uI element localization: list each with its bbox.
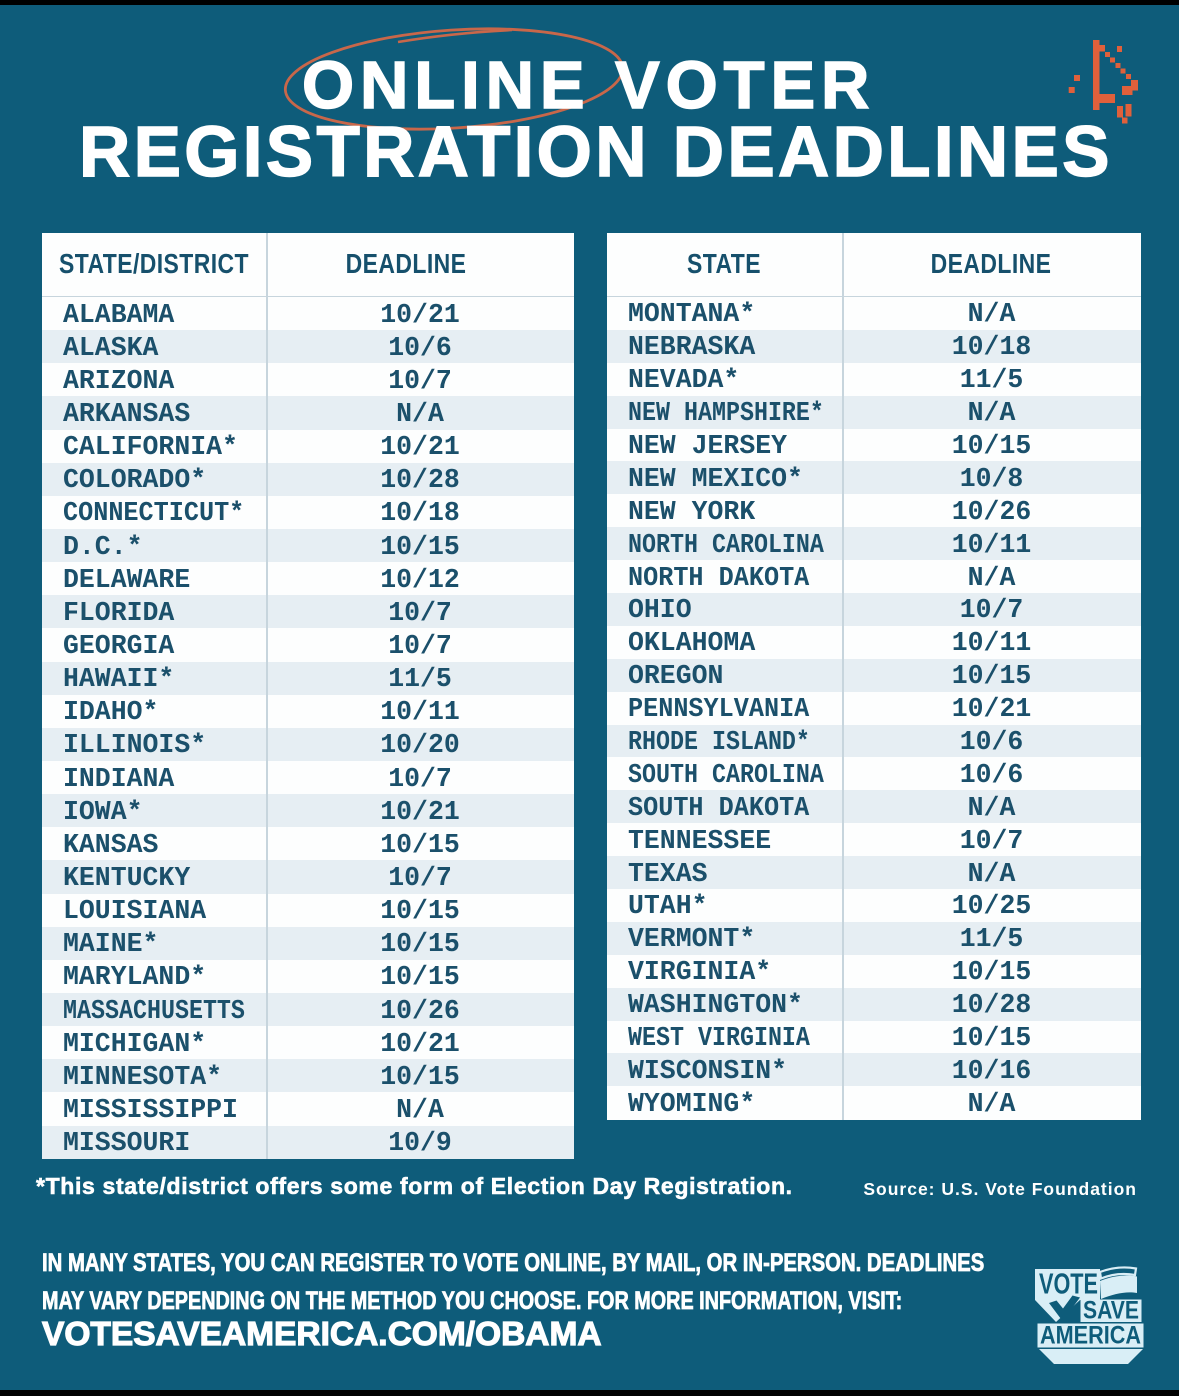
svg-text:SAVE: SAVE	[1083, 1297, 1139, 1325]
svg-text:VOTE: VOTE	[1039, 1269, 1098, 1301]
svg-text:AMERICA: AMERICA	[1040, 1322, 1141, 1350]
